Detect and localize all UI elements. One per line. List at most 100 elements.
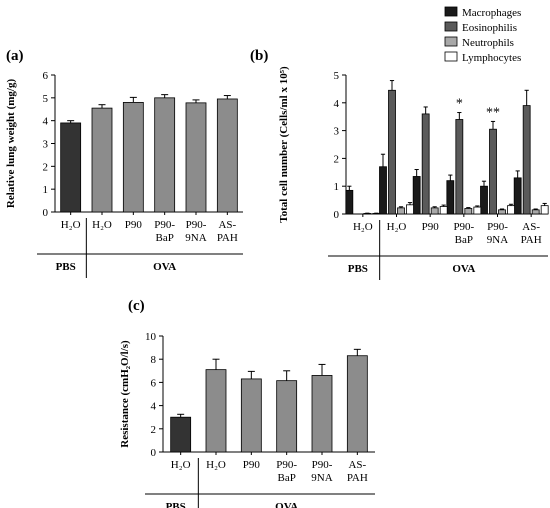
x-tick-label: P90- bbox=[487, 221, 508, 233]
bar bbox=[513, 177, 522, 215]
x-tick-label: BaP bbox=[455, 234, 473, 246]
legend-label: Macrophages bbox=[462, 7, 521, 19]
bar bbox=[216, 98, 238, 213]
x-tick-label: PAH bbox=[521, 234, 542, 246]
x-tick-label: PAH bbox=[347, 472, 368, 484]
y-tick-label: 2 bbox=[334, 153, 340, 165]
x-tick-label: AS- bbox=[218, 219, 236, 231]
bar bbox=[345, 189, 354, 215]
bar bbox=[91, 107, 113, 213]
x-tick-label: 9NA bbox=[185, 232, 206, 244]
bar bbox=[489, 128, 497, 215]
panel-a-chart: 0 1 2 3 4 5 6 Relative lung weight (mg/g) H₂O H₂O… bbox=[5, 70, 243, 278]
bar bbox=[531, 209, 540, 215]
panel-b-legend: Macrophages Eosinophilis Neutrophils Lympho… bbox=[444, 6, 521, 64]
group-label: PBS bbox=[56, 261, 76, 273]
legend-swatch bbox=[444, 36, 458, 47]
x-tick-label: BaP bbox=[155, 232, 173, 244]
y-tick-label: 2 bbox=[43, 161, 49, 173]
panel-a-label: (a) bbox=[6, 48, 24, 64]
bar bbox=[421, 113, 430, 215]
group-label: OVA bbox=[275, 501, 298, 508]
bar bbox=[507, 205, 515, 215]
legend-label: Eosinophilis bbox=[462, 22, 517, 34]
bar bbox=[464, 208, 473, 215]
y-axis-title: Relative lung weight (mg/g) bbox=[5, 79, 17, 209]
x-tick-label: PAH bbox=[217, 232, 238, 244]
bar bbox=[446, 180, 455, 215]
bar bbox=[397, 207, 405, 215]
x-tick-label: H₂O bbox=[353, 221, 373, 233]
x-tick-label: P90 bbox=[243, 459, 261, 471]
bar bbox=[170, 416, 192, 453]
y-tick-label: 8 bbox=[151, 354, 157, 366]
y-tick-label: 0 bbox=[43, 207, 49, 219]
y-tick-label: 1 bbox=[334, 181, 340, 193]
bar bbox=[185, 102, 207, 213]
y-tick-label: 5 bbox=[43, 93, 49, 105]
legend-label: Lymphocytes bbox=[462, 52, 521, 64]
group-label: OVA bbox=[452, 263, 475, 275]
x-tick-label: P90- bbox=[312, 459, 333, 471]
bar bbox=[276, 380, 298, 453]
bar bbox=[388, 89, 396, 215]
bar bbox=[480, 185, 488, 215]
x-tick-label: P90- bbox=[276, 459, 297, 471]
x-tick-label: AS- bbox=[522, 221, 540, 233]
x-tick-label: P90- bbox=[186, 219, 207, 231]
legend-swatch bbox=[444, 51, 458, 62]
y-tick-label: 4 bbox=[151, 401, 157, 413]
y-axis-title: Resistance (cmH₂O/l/s) bbox=[119, 340, 131, 448]
x-tick-label: AS- bbox=[348, 459, 366, 471]
x-tick-label: H₂O bbox=[387, 221, 407, 233]
bar bbox=[205, 369, 227, 453]
group-label: PBS bbox=[166, 501, 186, 508]
bar bbox=[122, 102, 144, 213]
y-tick-label: 2 bbox=[151, 424, 157, 436]
bar bbox=[498, 209, 506, 215]
bar bbox=[412, 176, 421, 215]
bar bbox=[522, 105, 531, 215]
y-tick-label: 4 bbox=[43, 116, 49, 128]
bar bbox=[406, 204, 414, 215]
y-tick-label: 1 bbox=[43, 184, 49, 196]
x-tick-label: P90- bbox=[154, 219, 175, 231]
group-label: OVA bbox=[153, 261, 176, 273]
bar bbox=[439, 206, 448, 215]
x-tick-label: H₂O bbox=[206, 459, 226, 471]
x-tick-label: BaP bbox=[277, 472, 295, 484]
bar bbox=[455, 119, 464, 215]
legend-swatch bbox=[444, 21, 458, 32]
x-tick-label: H₂O bbox=[61, 219, 81, 231]
y-tick-label: 5 bbox=[334, 70, 340, 82]
x-tick-label: 9NA bbox=[311, 472, 332, 484]
bar bbox=[311, 375, 333, 453]
panel-b-chart: 0 1 2 3 4 5 Total cell number (Cells/ml x 10⁵)… bbox=[278, 66, 549, 280]
panel-c-chart: 0 2 4 6 8 10 Resistance (cmH₂O/l/s) H₂O H₂O P90 P9… bbox=[119, 331, 375, 508]
bar bbox=[430, 207, 439, 215]
bar bbox=[240, 378, 262, 453]
x-tick-label: P90 bbox=[125, 219, 143, 231]
y-tick-label: 3 bbox=[43, 139, 49, 151]
bar bbox=[60, 122, 82, 213]
x-tick-label: H₂O bbox=[171, 459, 191, 471]
bar bbox=[154, 97, 176, 213]
bar bbox=[379, 166, 387, 215]
group-label: PBS bbox=[348, 263, 368, 275]
legend-label: Neutrophils bbox=[462, 37, 514, 49]
bar bbox=[473, 206, 482, 215]
x-tick-label: H₂O bbox=[92, 219, 112, 231]
x-tick-label: 9NA bbox=[487, 234, 508, 246]
significance-marker: * bbox=[456, 97, 463, 112]
y-tick-label: 0 bbox=[334, 209, 340, 221]
bar bbox=[540, 205, 549, 215]
y-tick-label: 0 bbox=[151, 447, 157, 459]
panel-b-label: (b) bbox=[250, 48, 268, 64]
y-tick-label: 6 bbox=[43, 70, 49, 82]
x-tick-label: P90- bbox=[453, 221, 474, 233]
bar bbox=[346, 355, 368, 453]
y-tick-label: 3 bbox=[334, 126, 340, 138]
significance-marker: ** bbox=[486, 105, 500, 120]
x-tick-label: P90 bbox=[422, 221, 440, 233]
